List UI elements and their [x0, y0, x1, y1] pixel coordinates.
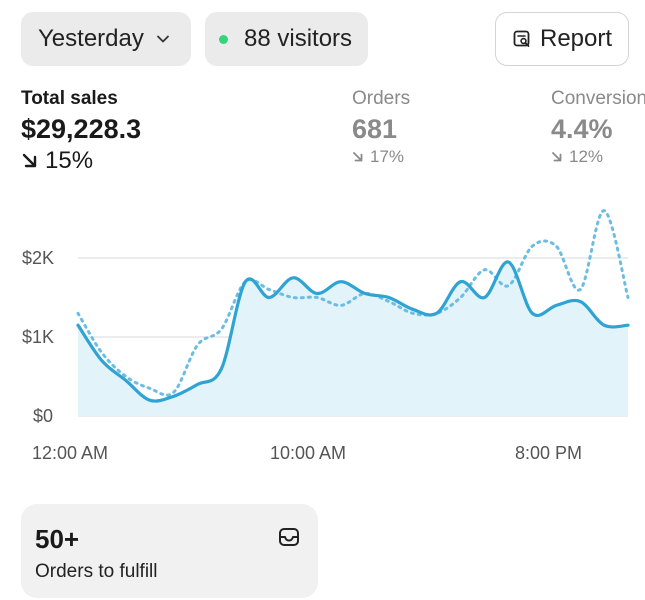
fulfill-label: Orders to fulfill	[35, 561, 158, 582]
fulfill-count: 50+	[35, 524, 80, 554]
orders-label: Orders	[352, 88, 411, 109]
total-sales-delta: 15%	[21, 147, 141, 175]
total-sales-value: $29,228.3	[21, 114, 142, 144]
x-tick-label: 10:00 AM	[270, 443, 346, 463]
total-sales-metric[interactable]: Total sales $29,228.3 15%	[21, 88, 141, 175]
arrow-down-right-icon	[353, 152, 363, 162]
conversion-delta: 12%	[551, 147, 645, 167]
sales-series-line	[76, 260, 630, 403]
comparison-series-line	[76, 209, 630, 397]
arrow-down-right-icon	[552, 152, 562, 162]
date-range-selector[interactable]: Yesterday	[21, 12, 191, 66]
date-range-label: Yesterday	[38, 25, 144, 52]
sales-chart[interactable]: $2K $1K $0 12:00 AM 10:00 AM 8:00 PM	[0, 195, 645, 475]
orders-to-fulfill-card[interactable]: 50+ Orders to fulfill	[21, 504, 318, 598]
x-tick-label: 12:00 AM	[32, 443, 108, 463]
conversion-label: Conversion	[551, 88, 645, 109]
conversion-value: 4.4%	[551, 114, 613, 144]
y-tick-label: $1K	[22, 327, 54, 347]
visitors-label: 88 visitors	[244, 25, 353, 52]
orders-value: 681	[352, 114, 398, 144]
orders-delta: 17%	[352, 147, 410, 167]
orders-metric[interactable]: Orders 681 17%	[352, 88, 410, 167]
chevron-down-icon	[156, 35, 169, 43]
sales-area-fill	[78, 261, 628, 416]
orders-delta-value: 17%	[370, 147, 405, 166]
live-status-dot	[219, 34, 228, 44]
conversion-metric[interactable]: Conversion 4.4% 12%	[551, 88, 645, 167]
conversion-delta-value: 12%	[569, 147, 604, 166]
total-sales-label: Total sales	[21, 88, 118, 109]
report-button[interactable]: Report	[495, 12, 629, 66]
inbox-icon	[279, 528, 299, 546]
arrow-down-right-icon	[22, 153, 37, 168]
report-label: Report	[540, 25, 613, 52]
y-tick-label: $2K	[22, 248, 54, 268]
report-icon	[513, 30, 530, 47]
x-tick-label: 8:00 PM	[515, 443, 582, 463]
y-tick-label: $0	[33, 406, 53, 426]
total-sales-delta-value: 15%	[45, 147, 94, 174]
live-visitors-pill[interactable]: 88 visitors	[205, 12, 368, 66]
